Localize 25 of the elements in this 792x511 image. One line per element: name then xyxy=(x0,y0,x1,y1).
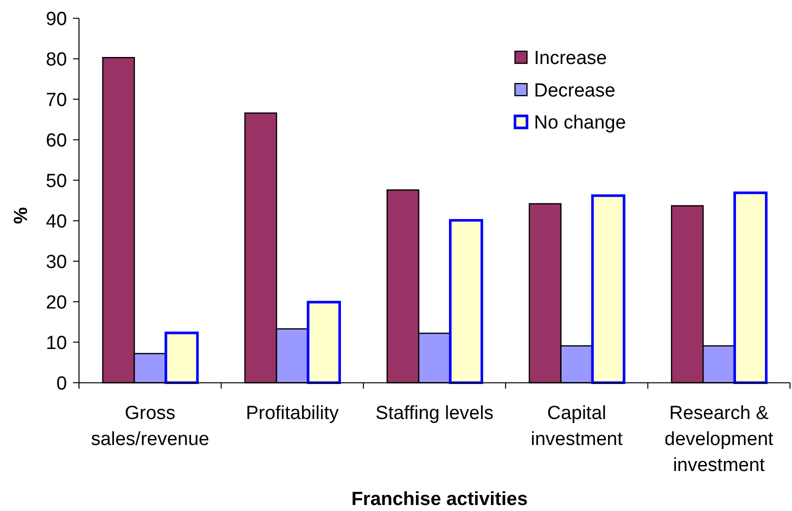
bar xyxy=(591,194,626,384)
y-tick-label: 90 xyxy=(46,8,67,30)
y-tick-label: 50 xyxy=(46,170,67,192)
x-tick-label: Staffing levels xyxy=(376,403,494,424)
x-tick-label: Profitability xyxy=(246,403,340,424)
x-tick-label: Capital investment xyxy=(530,403,624,450)
x-tick-label: Research & development investment xyxy=(664,403,774,476)
y-tick-label: 0 xyxy=(56,373,67,394)
y-tick-label: 10 xyxy=(46,332,67,354)
x-tick-label: Gross sales/revenue xyxy=(90,403,210,450)
y-tick-label: 40 xyxy=(46,211,67,232)
x-axis-title: Franchise activities xyxy=(351,489,528,510)
bar xyxy=(306,300,341,384)
legend-label: Increase xyxy=(534,48,607,69)
y-tick-label: 80 xyxy=(46,49,67,70)
y-tick-label: 30 xyxy=(46,252,67,273)
bar xyxy=(448,219,484,384)
bar xyxy=(164,332,199,384)
y-axis-title: % xyxy=(11,206,32,224)
y-tick-label: 70 xyxy=(46,90,67,111)
y-tick-label: 20 xyxy=(46,292,67,314)
y-tick-label: 60 xyxy=(46,130,67,152)
bar xyxy=(733,192,768,384)
legend-label: No change xyxy=(534,112,626,134)
legend-label: Decrease xyxy=(534,80,616,102)
